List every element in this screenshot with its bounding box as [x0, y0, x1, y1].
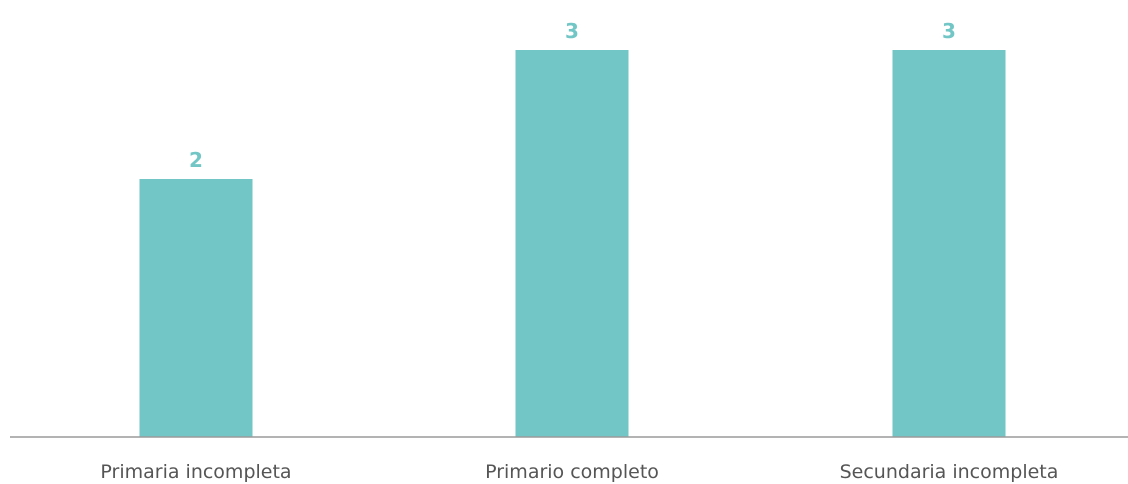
bar-3: [892, 50, 1006, 437]
value-labels-group: 2 3 3: [189, 19, 956, 172]
bar-value-label-2: 3: [565, 19, 579, 43]
x-tick-labels-group: Primaria incompleta Primario completo Secu…: [100, 461, 1058, 483]
bar-1: [139, 179, 253, 437]
bars-group: [139, 50, 1006, 437]
x-tick-label-3: Secundaria incompleta: [840, 461, 1059, 483]
x-tick-label-1: Primaria incompleta: [100, 461, 291, 483]
bar-2: [515, 50, 629, 437]
bar-value-label-1: 2: [189, 148, 203, 172]
x-tick-label-2: Primario completo: [485, 461, 659, 483]
bar-value-label-3: 3: [942, 19, 956, 43]
